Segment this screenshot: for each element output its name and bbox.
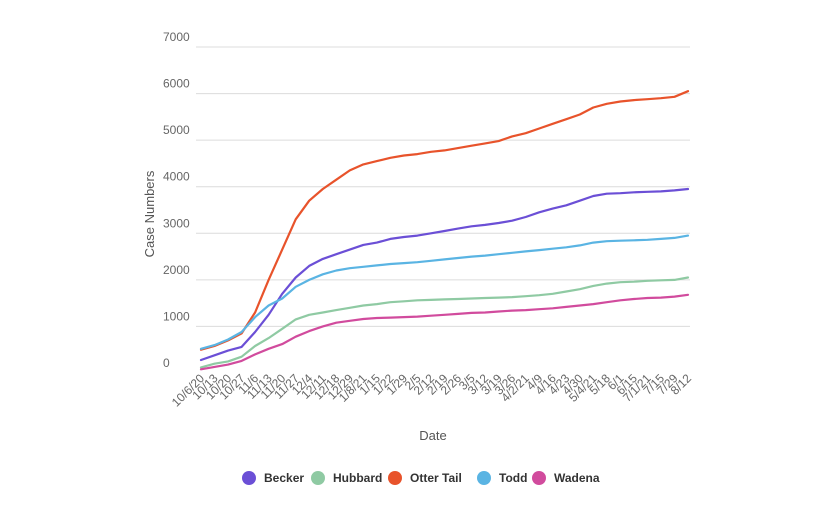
y-tick-label: 3000 bbox=[163, 216, 190, 230]
y-tick-label: 5000 bbox=[163, 123, 190, 137]
y-axis-title: Case Numbers bbox=[142, 170, 157, 257]
legend-item-otter-tail: Otter Tail bbox=[388, 471, 462, 485]
legend-label: Becker bbox=[264, 471, 304, 485]
legend-item-hubbard: Hubbard bbox=[311, 471, 382, 485]
series-line-becker bbox=[199, 187, 690, 362]
legend-swatch bbox=[242, 471, 256, 485]
series-line-todd bbox=[199, 234, 690, 350]
series-line-wadena bbox=[199, 293, 690, 371]
y-axis-ticks: 0 1000 2000 3000 4000 5000 6000 7000 bbox=[163, 30, 190, 370]
legend-swatch bbox=[311, 471, 325, 485]
y-tick-label: 4000 bbox=[163, 170, 190, 184]
legend: Becker Hubbard Otter Tail Todd Wadena bbox=[242, 471, 600, 485]
y-tick-label: 6000 bbox=[163, 77, 190, 91]
legend-swatch bbox=[477, 471, 491, 485]
x-axis-ticks: 10/6/2010/1310/2010/2711/611/1311/2011/2… bbox=[169, 371, 694, 409]
x-axis-title: Date bbox=[419, 428, 446, 443]
legend-item-todd: Todd bbox=[477, 471, 527, 485]
series-line-hubbard bbox=[199, 276, 690, 369]
legend-label: Wadena bbox=[554, 471, 600, 485]
y-tick-label: 2000 bbox=[163, 263, 190, 277]
legend-label: Hubbard bbox=[333, 471, 382, 485]
legend-swatch bbox=[532, 471, 546, 485]
legend-item-wadena: Wadena bbox=[532, 471, 600, 485]
legend-swatch bbox=[388, 471, 402, 485]
legend-label: Otter Tail bbox=[410, 471, 462, 485]
series-line-otter-tail bbox=[199, 90, 690, 351]
gridlines bbox=[196, 46, 690, 327]
legend-item-becker: Becker bbox=[242, 471, 304, 485]
series-lines bbox=[199, 90, 690, 371]
y-tick-label: 1000 bbox=[163, 309, 190, 323]
legend-label: Todd bbox=[499, 471, 527, 485]
y-tick-label: 7000 bbox=[163, 30, 190, 44]
y-tick-label: 0 bbox=[163, 356, 170, 370]
